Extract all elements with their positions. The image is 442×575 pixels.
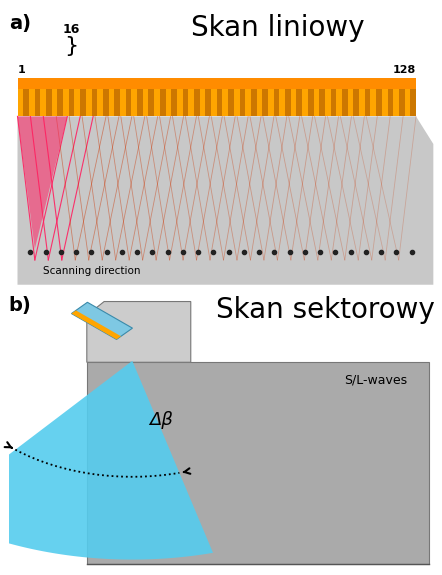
Bar — [291, 89, 297, 116]
Bar — [348, 89, 354, 116]
Bar — [388, 89, 393, 116]
Bar — [336, 89, 342, 116]
Bar — [331, 89, 336, 116]
Bar — [382, 89, 388, 116]
Polygon shape — [87, 301, 191, 362]
Polygon shape — [0, 361, 213, 559]
Bar — [240, 89, 245, 116]
Bar — [86, 89, 91, 116]
Bar — [200, 89, 206, 116]
Text: 128: 128 — [393, 65, 416, 75]
Bar — [40, 89, 46, 116]
Text: }: } — [65, 36, 79, 56]
Bar — [87, 362, 429, 564]
Bar — [234, 89, 240, 116]
Bar — [354, 89, 359, 116]
Bar — [370, 89, 376, 116]
Bar — [18, 89, 23, 116]
Bar — [97, 89, 103, 116]
Bar — [365, 89, 370, 116]
Polygon shape — [18, 116, 67, 249]
Bar — [325, 89, 331, 116]
Text: Scanning direction: Scanning direction — [43, 266, 141, 277]
Bar — [285, 89, 291, 116]
Bar — [46, 89, 52, 116]
Text: Skan sektorowy: Skan sektorowy — [216, 296, 434, 324]
Bar — [257, 89, 262, 116]
Text: Δβ: Δβ — [149, 412, 172, 430]
Bar — [302, 89, 308, 116]
Bar — [103, 89, 109, 116]
Bar — [177, 89, 183, 116]
Bar — [160, 89, 165, 116]
Bar — [72, 310, 121, 339]
Bar — [183, 89, 188, 116]
Bar — [410, 89, 416, 116]
Bar — [194, 89, 200, 116]
Text: S/L-waves: S/L-waves — [344, 373, 408, 386]
Bar — [399, 89, 404, 116]
Bar — [120, 89, 126, 116]
Bar — [217, 89, 222, 116]
Bar — [222, 89, 228, 116]
Bar — [137, 89, 143, 116]
Bar — [109, 89, 114, 116]
Bar — [165, 89, 171, 116]
Bar — [404, 89, 410, 116]
Bar — [72, 302, 133, 339]
Bar — [18, 78, 416, 89]
Bar — [34, 89, 40, 116]
Bar — [52, 89, 57, 116]
Bar — [251, 89, 257, 116]
Bar — [126, 89, 131, 116]
Bar — [29, 89, 34, 116]
Bar — [297, 89, 302, 116]
Bar — [171, 89, 177, 116]
Text: a): a) — [9, 14, 31, 33]
Bar — [262, 89, 268, 116]
Bar — [63, 89, 69, 116]
Bar — [268, 89, 274, 116]
Bar — [342, 89, 348, 116]
Text: 16: 16 — [63, 24, 80, 36]
Text: 1: 1 — [18, 65, 25, 75]
Bar — [245, 89, 251, 116]
Text: Skan liniowy: Skan liniowy — [191, 14, 364, 42]
Bar — [188, 89, 194, 116]
Bar — [228, 89, 234, 116]
Bar — [313, 89, 319, 116]
Bar — [211, 89, 217, 116]
Bar — [149, 89, 154, 116]
Bar — [393, 89, 399, 116]
Polygon shape — [18, 116, 433, 285]
Bar — [80, 89, 86, 116]
Bar — [74, 89, 80, 116]
Bar — [91, 89, 97, 116]
Bar — [131, 89, 137, 116]
Bar — [143, 89, 149, 116]
Bar — [154, 89, 160, 116]
Bar — [359, 89, 365, 116]
Bar — [206, 89, 211, 116]
Bar — [23, 89, 29, 116]
Bar — [114, 89, 120, 116]
Bar — [376, 89, 382, 116]
Bar — [319, 89, 325, 116]
Bar — [308, 89, 313, 116]
Bar — [69, 89, 74, 116]
Bar — [279, 89, 285, 116]
Bar — [274, 89, 279, 116]
Bar — [57, 89, 63, 116]
Text: b): b) — [9, 296, 31, 315]
